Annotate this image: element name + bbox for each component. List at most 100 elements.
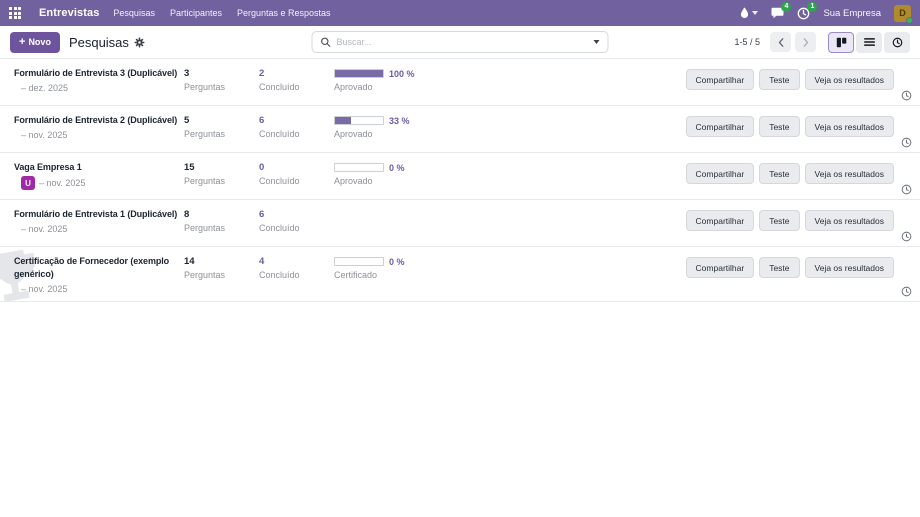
questions-label: Perguntas xyxy=(184,129,226,139)
survey-title[interactable]: Certificação de Fornecedor (exemplo gené… xyxy=(14,256,170,279)
survey-date: – nov. 2025 xyxy=(21,130,68,140)
see-results-button[interactable]: Veja os resultados xyxy=(804,210,894,231)
share-button[interactable]: Compartilhar xyxy=(685,116,755,137)
breadcrumb[interactable]: Pesquisas xyxy=(68,34,129,50)
row-actions: Compartilhar Teste Veja os resultados xyxy=(685,257,906,278)
row-actions: Compartilhar Teste Veja os resultados xyxy=(685,116,906,137)
test-button[interactable]: Teste xyxy=(759,69,800,90)
activities-button[interactable]: 1 xyxy=(797,1,818,20)
survey-row[interactable]: Certificação de Fornecedor (exemplo gené… xyxy=(0,247,920,302)
messages-button[interactable]: 4 xyxy=(771,2,792,19)
share-button[interactable]: Compartilhar xyxy=(685,210,755,231)
questions-label: Perguntas xyxy=(184,176,226,186)
activities-badge: 1 xyxy=(807,1,818,12)
share-button[interactable]: Compartilhar xyxy=(685,163,755,184)
progress-percent: 0 % xyxy=(389,162,405,173)
survey-row[interactable]: Formulário de Entrevista 1 (Duplicável) … xyxy=(0,200,920,247)
responsible-avatar[interactable]: U xyxy=(21,176,35,190)
completed-count[interactable]: 0 xyxy=(259,162,265,173)
questions-count: 3 xyxy=(184,68,190,79)
avatar-letter: D xyxy=(899,8,906,18)
test-button[interactable]: Teste xyxy=(759,257,800,278)
questions-count: 5 xyxy=(184,115,190,126)
chevron-down-icon xyxy=(752,11,759,15)
new-button-label: Novo xyxy=(28,37,51,47)
survey-title[interactable]: Vaga Empresa 1 xyxy=(14,162,82,172)
progress-label: Certificado xyxy=(334,270,378,280)
survey-date: – nov. 2025 xyxy=(39,177,86,188)
completed-count[interactable]: 6 xyxy=(259,209,265,220)
survey-row[interactable]: Vaga Empresa 1 U – nov. 2025 15 Pergunta… xyxy=(0,153,920,200)
share-button[interactable]: Compartilhar xyxy=(685,257,755,278)
completed-count[interactable]: 4 xyxy=(259,256,265,267)
chevron-right-icon xyxy=(803,37,808,47)
activity-clock-icon[interactable] xyxy=(901,137,912,148)
certification-watermark xyxy=(0,249,36,301)
cog-menu-icon[interactable] xyxy=(134,37,145,48)
see-results-button[interactable]: Veja os resultados xyxy=(804,116,894,137)
view-switcher xyxy=(828,31,910,53)
kanban-view-icon xyxy=(836,37,846,47)
success-rate: 0 % Certificado xyxy=(334,255,474,296)
progress-label: Aprovado xyxy=(334,176,373,186)
survey-title[interactable]: Formulário de Entrevista 2 (Duplicável) xyxy=(14,115,178,125)
test-button[interactable]: Teste xyxy=(759,210,800,231)
navbar-right: 4 1 Sua Empresa D xyxy=(740,1,913,24)
progress-label: Aprovado xyxy=(334,82,373,92)
menu-item-participantes[interactable]: Participantes xyxy=(169,8,222,18)
survey-title[interactable]: Formulário de Entrevista 3 (Duplicável) xyxy=(14,68,178,78)
activity-clock-icon[interactable] xyxy=(901,286,912,297)
menu-item-perguntas-respostas[interactable]: Perguntas e Respostas xyxy=(236,8,331,18)
app-name[interactable]: Entrevistas xyxy=(39,7,100,19)
chat-icon xyxy=(771,7,784,19)
survey-row[interactable]: Formulário de Entrevista 2 (Duplicável) … xyxy=(0,106,920,153)
apps-menu-icon[interactable] xyxy=(9,7,21,19)
new-button[interactable]: Novo xyxy=(10,31,60,53)
progress-bar xyxy=(334,163,384,172)
activity-view-button[interactable] xyxy=(884,31,910,53)
droplet-menu[interactable] xyxy=(740,7,759,19)
success-rate: 0 % Aprovado xyxy=(334,161,474,194)
chevron-left-icon xyxy=(778,37,783,47)
kanban-view-button[interactable] xyxy=(828,31,854,53)
company-name[interactable]: Sua Empresa xyxy=(823,7,881,19)
questions-count: 15 xyxy=(184,162,195,173)
user-avatar[interactable]: D xyxy=(894,4,913,24)
progress-percent: 33 % xyxy=(389,115,410,126)
search-bar[interactable] xyxy=(311,31,609,53)
pager-next-button[interactable] xyxy=(795,32,816,52)
list-view-button[interactable] xyxy=(856,31,882,53)
progress-bar xyxy=(334,69,384,78)
see-results-button[interactable]: Veja os resultados xyxy=(804,69,894,90)
progress-percent: 100 % xyxy=(389,68,415,79)
activity-clock-icon[interactable] xyxy=(901,231,912,242)
survey-title[interactable]: Formulário de Entrevista 1 (Duplicável) xyxy=(14,209,178,219)
survey-date: – nov. 2025 xyxy=(21,224,68,234)
see-results-button[interactable]: Veja os resultados xyxy=(804,257,894,278)
search-input[interactable] xyxy=(336,37,594,47)
droplet-icon xyxy=(741,7,749,19)
menu-item-pesquisas[interactable]: Pesquisas xyxy=(113,8,155,18)
row-actions: Compartilhar Teste Veja os resultados xyxy=(685,163,906,184)
test-button[interactable]: Teste xyxy=(759,163,800,184)
activity-clock-icon[interactable] xyxy=(901,90,912,101)
activity-clock-icon[interactable] xyxy=(901,184,912,195)
pager-previous-button[interactable] xyxy=(770,32,791,52)
top-navbar: Entrevistas Pesquisas Participantes Perg… xyxy=(0,0,920,26)
pager-counter: 1-5 / 5 xyxy=(734,37,760,47)
main-menu: Pesquisas Participantes Perguntas e Resp… xyxy=(113,8,330,18)
completed-count[interactable]: 6 xyxy=(259,115,265,126)
questions-label: Perguntas xyxy=(184,223,226,233)
list-view-icon xyxy=(863,38,875,46)
search-dropdown-caret[interactable] xyxy=(593,40,600,44)
progress-percent: 0 % xyxy=(389,256,405,267)
see-results-button[interactable]: Veja os resultados xyxy=(804,163,894,184)
survey-date: – nov. 2025 xyxy=(21,284,68,294)
share-button[interactable]: Compartilhar xyxy=(685,69,755,90)
completed-count[interactable]: 2 xyxy=(259,68,265,79)
questions-label: Perguntas xyxy=(184,82,226,92)
completed-label: Concluído xyxy=(259,270,300,280)
survey-row[interactable]: Formulário de Entrevista 3 (Duplicável) … xyxy=(0,59,920,106)
completed-label: Concluído xyxy=(259,223,300,233)
test-button[interactable]: Teste xyxy=(759,116,800,137)
